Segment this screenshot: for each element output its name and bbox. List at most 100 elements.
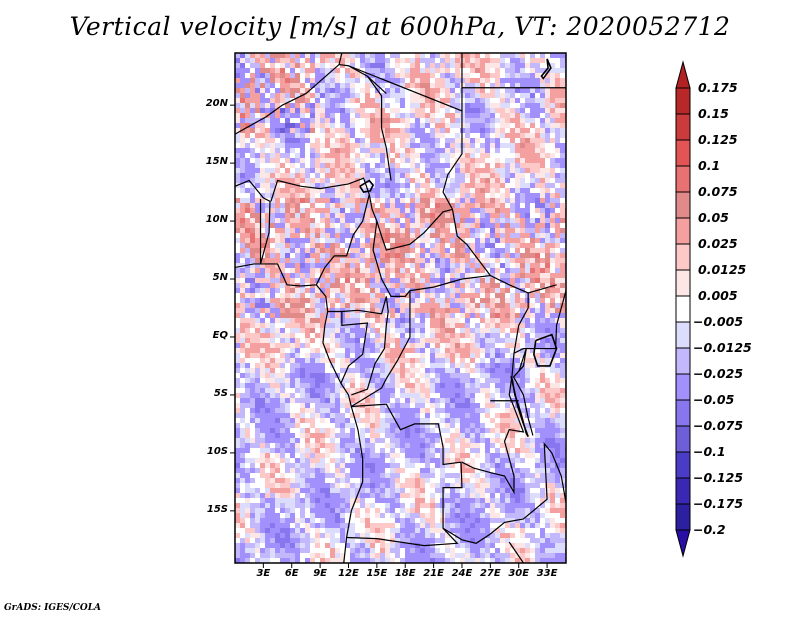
field-cell	[560, 143, 565, 148]
field-cell	[485, 88, 490, 93]
field-cell	[240, 403, 245, 408]
field-cell	[420, 413, 425, 418]
field-cell	[510, 128, 515, 133]
field-cell	[495, 318, 500, 323]
field-cell	[265, 418, 270, 423]
field-cell	[415, 63, 420, 68]
field-cell	[440, 238, 445, 243]
field-cell	[400, 388, 405, 393]
field-cell	[400, 83, 405, 88]
field-cell	[255, 223, 260, 228]
field-cell	[470, 158, 475, 163]
field-cell	[535, 218, 540, 223]
field-cell	[375, 128, 380, 133]
field-cell	[340, 193, 345, 198]
field-cell	[350, 423, 355, 428]
field-cell	[400, 403, 405, 408]
field-cell	[255, 183, 260, 188]
field-cell	[260, 408, 265, 413]
field-cell	[295, 58, 300, 63]
field-cell	[445, 293, 450, 298]
field-cell	[475, 203, 480, 208]
field-cell	[500, 83, 505, 88]
field-cell	[475, 298, 480, 303]
field-cell	[295, 128, 300, 133]
field-cell	[410, 253, 415, 258]
field-cell	[280, 88, 285, 93]
field-cell	[500, 348, 505, 353]
field-cell	[260, 248, 265, 253]
field-cell	[350, 58, 355, 63]
field-cell	[370, 238, 375, 243]
field-cell	[470, 378, 475, 383]
field-cell	[500, 198, 505, 203]
field-cell	[355, 93, 360, 98]
field-cell	[300, 238, 305, 243]
field-cell	[560, 298, 565, 303]
field-cell	[435, 183, 440, 188]
field-cell	[450, 173, 455, 178]
field-cell	[290, 318, 295, 323]
field-cell	[295, 338, 300, 343]
field-cell	[275, 318, 280, 323]
field-cell	[540, 153, 545, 158]
field-cell	[520, 153, 525, 158]
field-cell	[550, 258, 555, 263]
field-cell	[445, 93, 450, 98]
field-cell	[370, 283, 375, 288]
field-cell	[310, 278, 315, 283]
field-cell	[495, 68, 500, 73]
field-cell	[435, 168, 440, 173]
field-cell	[295, 278, 300, 283]
field-cell	[455, 288, 460, 293]
field-cell	[305, 383, 310, 388]
field-cell	[540, 303, 545, 308]
field-cell	[275, 298, 280, 303]
field-cell	[300, 128, 305, 133]
field-cell	[380, 413, 385, 418]
field-cell	[485, 328, 490, 333]
field-cell	[555, 228, 560, 233]
field-cell	[420, 338, 425, 343]
field-cell	[510, 193, 515, 198]
field-cell	[295, 73, 300, 78]
field-cell	[390, 333, 395, 338]
field-cell	[490, 243, 495, 248]
field-cell	[255, 248, 260, 253]
field-cell	[320, 83, 325, 88]
field-cell	[375, 168, 380, 173]
field-cell	[500, 303, 505, 308]
field-cell	[480, 113, 485, 118]
field-cell	[445, 333, 450, 338]
field-cell	[400, 188, 405, 193]
field-cell	[480, 413, 485, 418]
field-cell	[520, 248, 525, 253]
field-cell	[415, 123, 420, 128]
vertical-velocity-field	[235, 53, 566, 563]
field-cell	[490, 198, 495, 203]
field-cell	[410, 233, 415, 238]
field-cell	[525, 378, 530, 383]
field-cell	[345, 183, 350, 188]
field-cell	[395, 393, 400, 398]
field-cell	[290, 353, 295, 358]
field-cell	[365, 353, 370, 358]
field-cell	[505, 338, 510, 343]
field-cell	[450, 313, 455, 318]
field-cell	[405, 238, 410, 243]
field-cell	[335, 238, 340, 243]
field-cell	[235, 188, 240, 193]
field-cell	[520, 278, 525, 283]
field-cell	[285, 68, 290, 73]
field-cell	[360, 118, 365, 123]
field-cell	[365, 248, 370, 253]
field-cell	[510, 418, 515, 423]
field-cell	[290, 183, 295, 188]
field-cell	[345, 268, 350, 273]
field-cell	[495, 168, 500, 173]
field-cell	[490, 228, 495, 233]
field-cell	[370, 263, 375, 268]
field-cell	[335, 243, 340, 248]
field-cell	[385, 343, 390, 348]
field-cell	[245, 343, 250, 348]
